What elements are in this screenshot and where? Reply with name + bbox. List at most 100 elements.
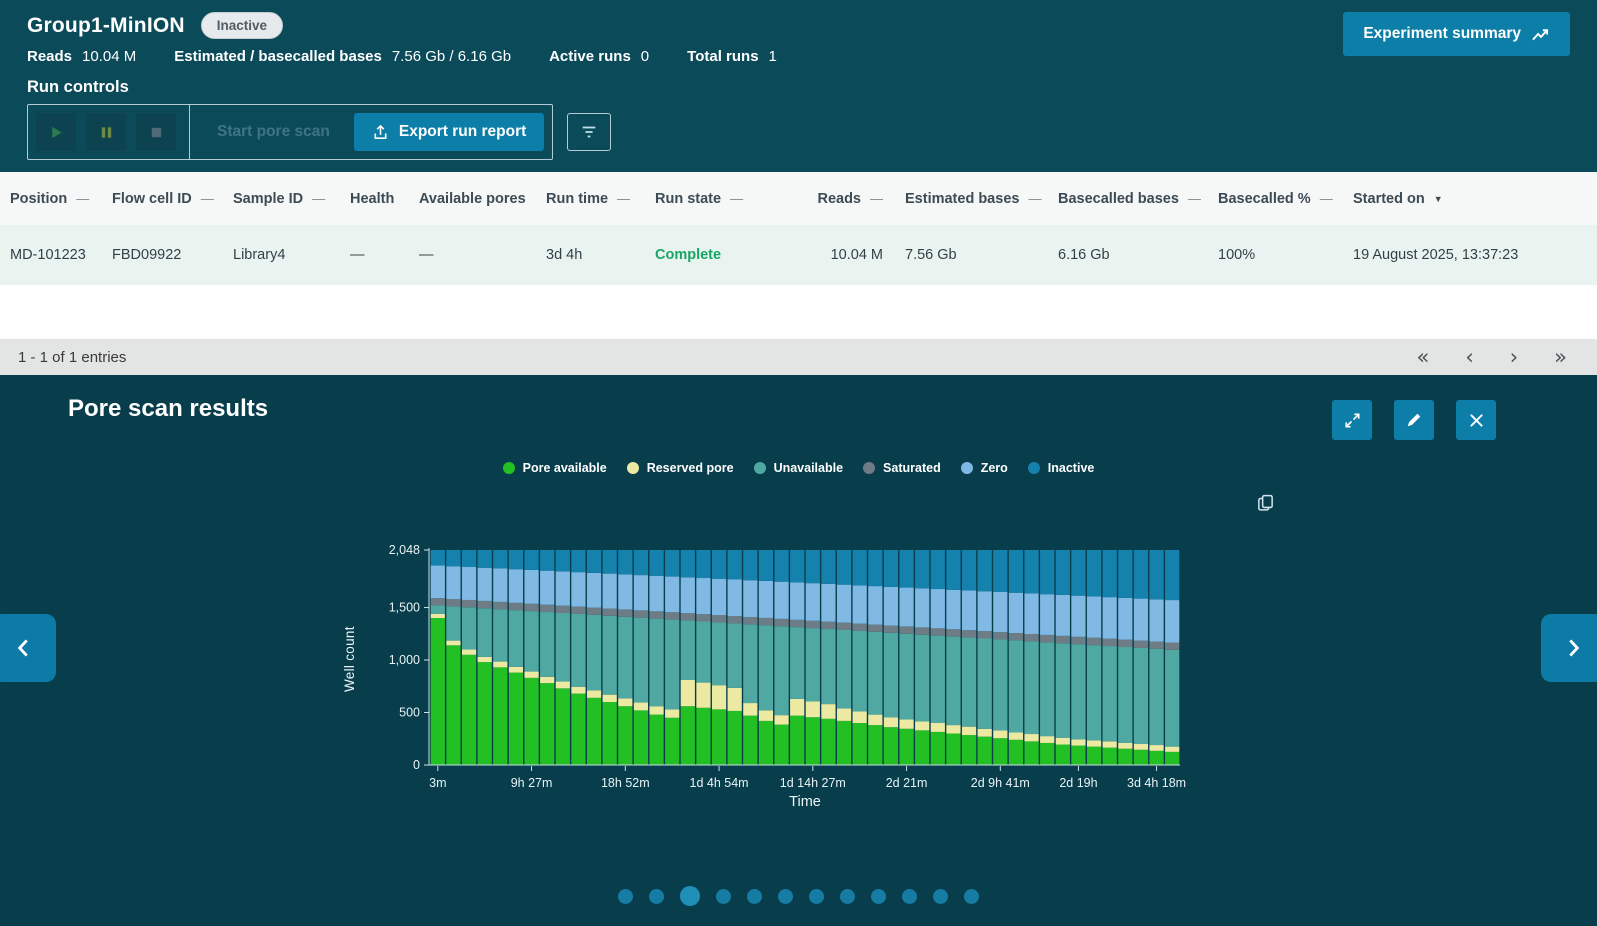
stat-label: Reads	[27, 48, 72, 65]
prev-page-button[interactable]: ‹	[1465, 347, 1473, 368]
legend-dot	[503, 462, 515, 474]
copy-chart-button[interactable]	[1256, 493, 1275, 512]
stat-total-runs: Total runs 1	[687, 48, 777, 65]
app-screen: Group1-MinION Inactive Experiment summar…	[0, 0, 1597, 926]
sort-dash-icon: —	[312, 191, 325, 206]
svg-text:3d 4h 18m: 3d 4h 18m	[1127, 776, 1186, 790]
column-header-basecalled-bases[interactable]: Basecalled bases—	[1058, 191, 1218, 207]
stat-value: 1	[769, 48, 777, 65]
stat-label: Total runs	[687, 48, 758, 65]
column-header-estimated-bases[interactable]: Estimated bases—	[905, 191, 1058, 207]
stat-label: Estimated / basecalled bases	[174, 48, 382, 65]
svg-text:3m: 3m	[429, 776, 446, 790]
next-page-button[interactable]: ›	[1510, 347, 1518, 368]
svg-text:0: 0	[413, 758, 420, 772]
status-badge: Inactive	[201, 12, 283, 39]
last-page-button[interactable]: »	[1554, 347, 1567, 368]
carousel-dot-8[interactable]	[840, 889, 855, 904]
legend-label: Inactive	[1048, 461, 1095, 475]
legend-item-unavailable[interactable]: Unavailable	[754, 461, 843, 475]
cell-health: —	[350, 247, 419, 263]
first-page-button[interactable]: «	[1416, 347, 1429, 368]
expand-icon	[1343, 411, 1362, 430]
play-button[interactable]	[36, 113, 76, 151]
pore-scan-panel: Pore scan results Pore availableReserved…	[0, 375, 1597, 926]
column-header-sample-id[interactable]: Sample ID—	[233, 191, 350, 207]
column-header-available-pores[interactable]: Available pores	[419, 191, 546, 207]
carousel-dot-12[interactable]	[964, 889, 979, 904]
carousel-dot-3[interactable]	[680, 886, 700, 906]
legend-dot	[754, 462, 766, 474]
stat-label: Active runs	[549, 48, 631, 65]
column-header-run-time[interactable]: Run time—	[546, 191, 655, 207]
chevron-right-icon	[1560, 635, 1586, 661]
sort-dash-icon: —	[1028, 191, 1041, 206]
legend-label: Zero	[981, 461, 1008, 475]
pause-button[interactable]	[86, 113, 126, 151]
column-header-started-on[interactable]: Started on▼	[1353, 191, 1597, 207]
legend-item-inactive[interactable]: Inactive	[1028, 461, 1095, 475]
carousel-dot-10[interactable]	[902, 889, 917, 904]
runs-table: Position—Flow cell ID—Sample ID—HealthAv…	[0, 172, 1597, 375]
stop-button[interactable]	[136, 113, 176, 151]
column-header-run-state[interactable]: Run state—	[655, 191, 815, 207]
copy-icon	[1256, 493, 1275, 512]
column-header-position[interactable]: Position—	[10, 191, 112, 207]
stat-active-runs: Active runs 0	[549, 48, 649, 65]
legend-label: Saturated	[883, 461, 941, 475]
legend-item-zero[interactable]: Zero	[961, 461, 1008, 475]
cell-run-time: 3d 4h	[546, 247, 655, 263]
divider	[189, 105, 190, 159]
annotate-button[interactable]	[1394, 400, 1434, 440]
sort-dash-icon: —	[730, 191, 743, 206]
stat-reads: Reads 10.04 M	[27, 48, 136, 65]
carousel-dots	[0, 886, 1597, 906]
export-run-report-button[interactable]: Export run report	[354, 113, 544, 151]
carousel-dot-7[interactable]	[809, 889, 824, 904]
legend-dot	[961, 462, 973, 474]
svg-text:2d 21m: 2d 21m	[886, 776, 928, 790]
legend-item-pore-available[interactable]: Pore available	[503, 461, 607, 475]
experiment-summary-button[interactable]: Experiment summary	[1343, 12, 1570, 56]
column-header-reads[interactable]: Reads—	[815, 191, 905, 207]
pore-scan-chart: 05001,0001,5002,0483m9h 27m18h 52m1d 4h …	[382, 542, 1192, 814]
svg-text:1d 14h 27m: 1d 14h 27m	[780, 776, 846, 790]
experiment-summary-label: Experiment summary	[1363, 25, 1521, 43]
legend-item-reserved-pore[interactable]: Reserved pore	[627, 461, 734, 475]
stat-bases: Estimated / basecalled bases 7.56 Gb / 6…	[174, 48, 511, 65]
sort-dash-icon: —	[76, 191, 89, 206]
svg-text:1d 4h 54m: 1d 4h 54m	[690, 776, 749, 790]
trend-chart-icon	[1531, 26, 1550, 43]
carousel-next-button[interactable]	[1541, 614, 1597, 682]
carousel-dot-9[interactable]	[871, 889, 886, 904]
filter-button[interactable]	[567, 113, 611, 151]
expand-chart-button[interactable]	[1332, 400, 1372, 440]
device-stats: Reads 10.04 M Estimated / basecalled bas…	[27, 48, 1570, 65]
cell-run-state: Complete	[655, 247, 815, 263]
run-controls-title: Run controls	[27, 78, 1570, 97]
column-header-basecalled[interactable]: Basecalled %—	[1218, 191, 1353, 207]
filter-icon	[580, 124, 598, 140]
column-header-health[interactable]: Health	[350, 191, 419, 207]
svg-text:1,000: 1,000	[389, 653, 420, 667]
cell-position: MD-101223	[10, 247, 112, 263]
stop-icon	[149, 125, 164, 140]
close-panel-button[interactable]	[1456, 400, 1496, 440]
sort-dash-icon: —	[201, 191, 214, 206]
carousel-dot-4[interactable]	[716, 889, 731, 904]
carousel-dot-11[interactable]	[933, 889, 948, 904]
cell-started-on: 19 August 2025, 13:37:23	[1353, 247, 1597, 263]
table-row[interactable]: MD-101223FBD09922Library4——3d 4hComplete…	[0, 225, 1597, 285]
sort-dash-icon: —	[1320, 191, 1333, 206]
carousel-prev-button[interactable]	[0, 614, 56, 682]
carousel-dot-5[interactable]	[747, 889, 762, 904]
chart-legend: Pore available Reserved pore Unavailable Sa…	[0, 461, 1597, 475]
carousel-dot-6[interactable]	[778, 889, 793, 904]
carousel-dot-2[interactable]	[649, 889, 664, 904]
svg-text:Time: Time	[789, 794, 821, 810]
legend-item-saturated[interactable]: Saturated	[863, 461, 941, 475]
column-header-flow-cell-id[interactable]: Flow cell ID—	[112, 191, 233, 207]
legend-label: Reserved pore	[647, 461, 734, 475]
carousel-dot-1[interactable]	[618, 889, 633, 904]
start-pore-scan-button[interactable]: Start pore scan	[203, 123, 344, 141]
